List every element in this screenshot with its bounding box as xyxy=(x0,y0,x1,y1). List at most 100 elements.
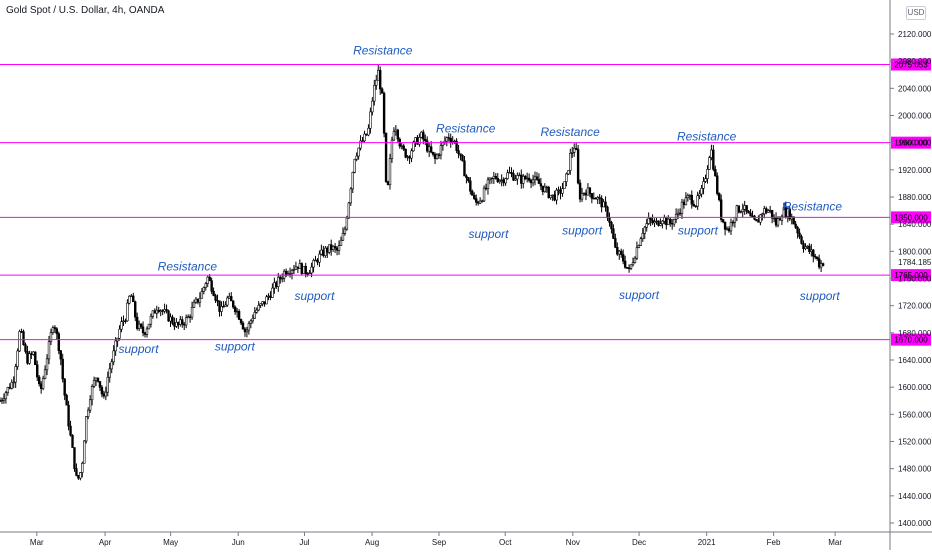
candle-body xyxy=(718,193,721,201)
candle-body xyxy=(114,340,117,352)
candle-body xyxy=(292,269,296,271)
candle-body xyxy=(335,247,339,251)
level-price-tag xyxy=(891,333,931,346)
candle-body xyxy=(529,180,533,184)
candle-body xyxy=(719,199,723,220)
y-tick-label: 2120.000 xyxy=(898,30,932,39)
y-tick-label: 1640.000 xyxy=(898,356,932,365)
candle-body xyxy=(606,206,609,219)
y-tick-label: 1760.000 xyxy=(898,275,932,284)
candle-body xyxy=(194,298,198,303)
candle-body xyxy=(400,145,403,147)
candle-body xyxy=(792,216,795,225)
candle-body xyxy=(45,358,49,371)
candle-body xyxy=(453,140,456,143)
candle-body xyxy=(804,246,807,249)
candle-body xyxy=(798,232,801,237)
candle-body xyxy=(286,273,290,276)
candle-body xyxy=(435,154,439,159)
candle-body xyxy=(621,254,625,262)
candle-body xyxy=(200,291,204,299)
candle-body xyxy=(394,129,398,132)
candle-body xyxy=(361,140,364,142)
candle-body xyxy=(55,328,59,335)
y-tick-label: 1400.000 xyxy=(898,519,932,528)
candle-body xyxy=(173,322,176,327)
candle-body xyxy=(547,186,550,198)
candle-body xyxy=(355,155,358,160)
candle-body xyxy=(186,316,190,319)
candle-body xyxy=(294,266,298,270)
candle-body xyxy=(349,188,352,204)
candle-body xyxy=(431,151,435,155)
candle-body xyxy=(26,351,29,364)
candle-body xyxy=(629,264,633,269)
candle-body xyxy=(480,200,484,203)
candle-body xyxy=(296,266,300,269)
candle-body xyxy=(165,309,168,312)
candle-body xyxy=(396,129,400,140)
candle-body xyxy=(641,233,644,240)
candle-body xyxy=(326,247,329,253)
candle-body xyxy=(694,205,697,208)
candle-body xyxy=(230,296,233,302)
currency-button[interactable]: USD xyxy=(906,6,926,20)
candle-body xyxy=(576,149,580,184)
candle-body xyxy=(418,137,421,145)
candle-body xyxy=(639,238,643,246)
candle-body xyxy=(98,381,102,388)
candle-body xyxy=(271,287,274,298)
candle-body xyxy=(625,267,629,269)
candle-body xyxy=(688,194,692,197)
candle-body xyxy=(388,158,392,186)
candle-body xyxy=(408,156,411,159)
y-tick-label: 2040.000 xyxy=(898,84,932,93)
candle-body xyxy=(506,172,509,179)
candle-body xyxy=(424,138,427,142)
candle-body xyxy=(563,181,566,189)
y-tick-label: 1880.000 xyxy=(898,193,932,202)
resistance-annotation: Resistance xyxy=(540,125,600,139)
candle-body xyxy=(263,301,266,305)
resistance-annotation: Resistance xyxy=(158,259,218,273)
support-annotation: support xyxy=(119,342,160,356)
candle-body xyxy=(181,319,184,325)
candle-body xyxy=(347,202,351,219)
candle-body xyxy=(382,92,386,134)
candle-body xyxy=(239,319,243,324)
candle-body xyxy=(202,287,206,292)
candle-body xyxy=(267,295,270,298)
candle-body xyxy=(700,187,703,195)
candle-body xyxy=(637,245,641,248)
candle-body xyxy=(702,181,705,189)
support-annotation: support xyxy=(562,223,603,237)
candle-body xyxy=(402,145,405,150)
candle-body xyxy=(343,228,347,234)
candle-body xyxy=(455,140,458,151)
x-tick-label: Jul xyxy=(299,538,309,547)
candle-body xyxy=(520,174,523,184)
candle-body xyxy=(4,392,8,400)
candle-body xyxy=(420,131,423,138)
candle-body xyxy=(151,310,155,317)
candle-body xyxy=(631,262,635,266)
candle-body xyxy=(386,181,390,186)
candle-body xyxy=(243,328,247,333)
candle-body xyxy=(314,259,317,262)
candle-body xyxy=(731,221,735,224)
candle-body xyxy=(500,179,503,181)
x-tick-label: Sep xyxy=(432,538,447,547)
candle-body xyxy=(502,179,505,184)
candle-body xyxy=(475,198,478,203)
candle-body xyxy=(73,447,76,469)
support-annotation: support xyxy=(468,227,509,241)
candle-body xyxy=(253,312,256,319)
candle-body xyxy=(743,205,746,210)
candle-body xyxy=(339,239,343,246)
candle-body xyxy=(767,210,770,213)
candle-body xyxy=(169,316,172,322)
candle-body xyxy=(473,195,476,199)
candle-body xyxy=(484,187,488,190)
